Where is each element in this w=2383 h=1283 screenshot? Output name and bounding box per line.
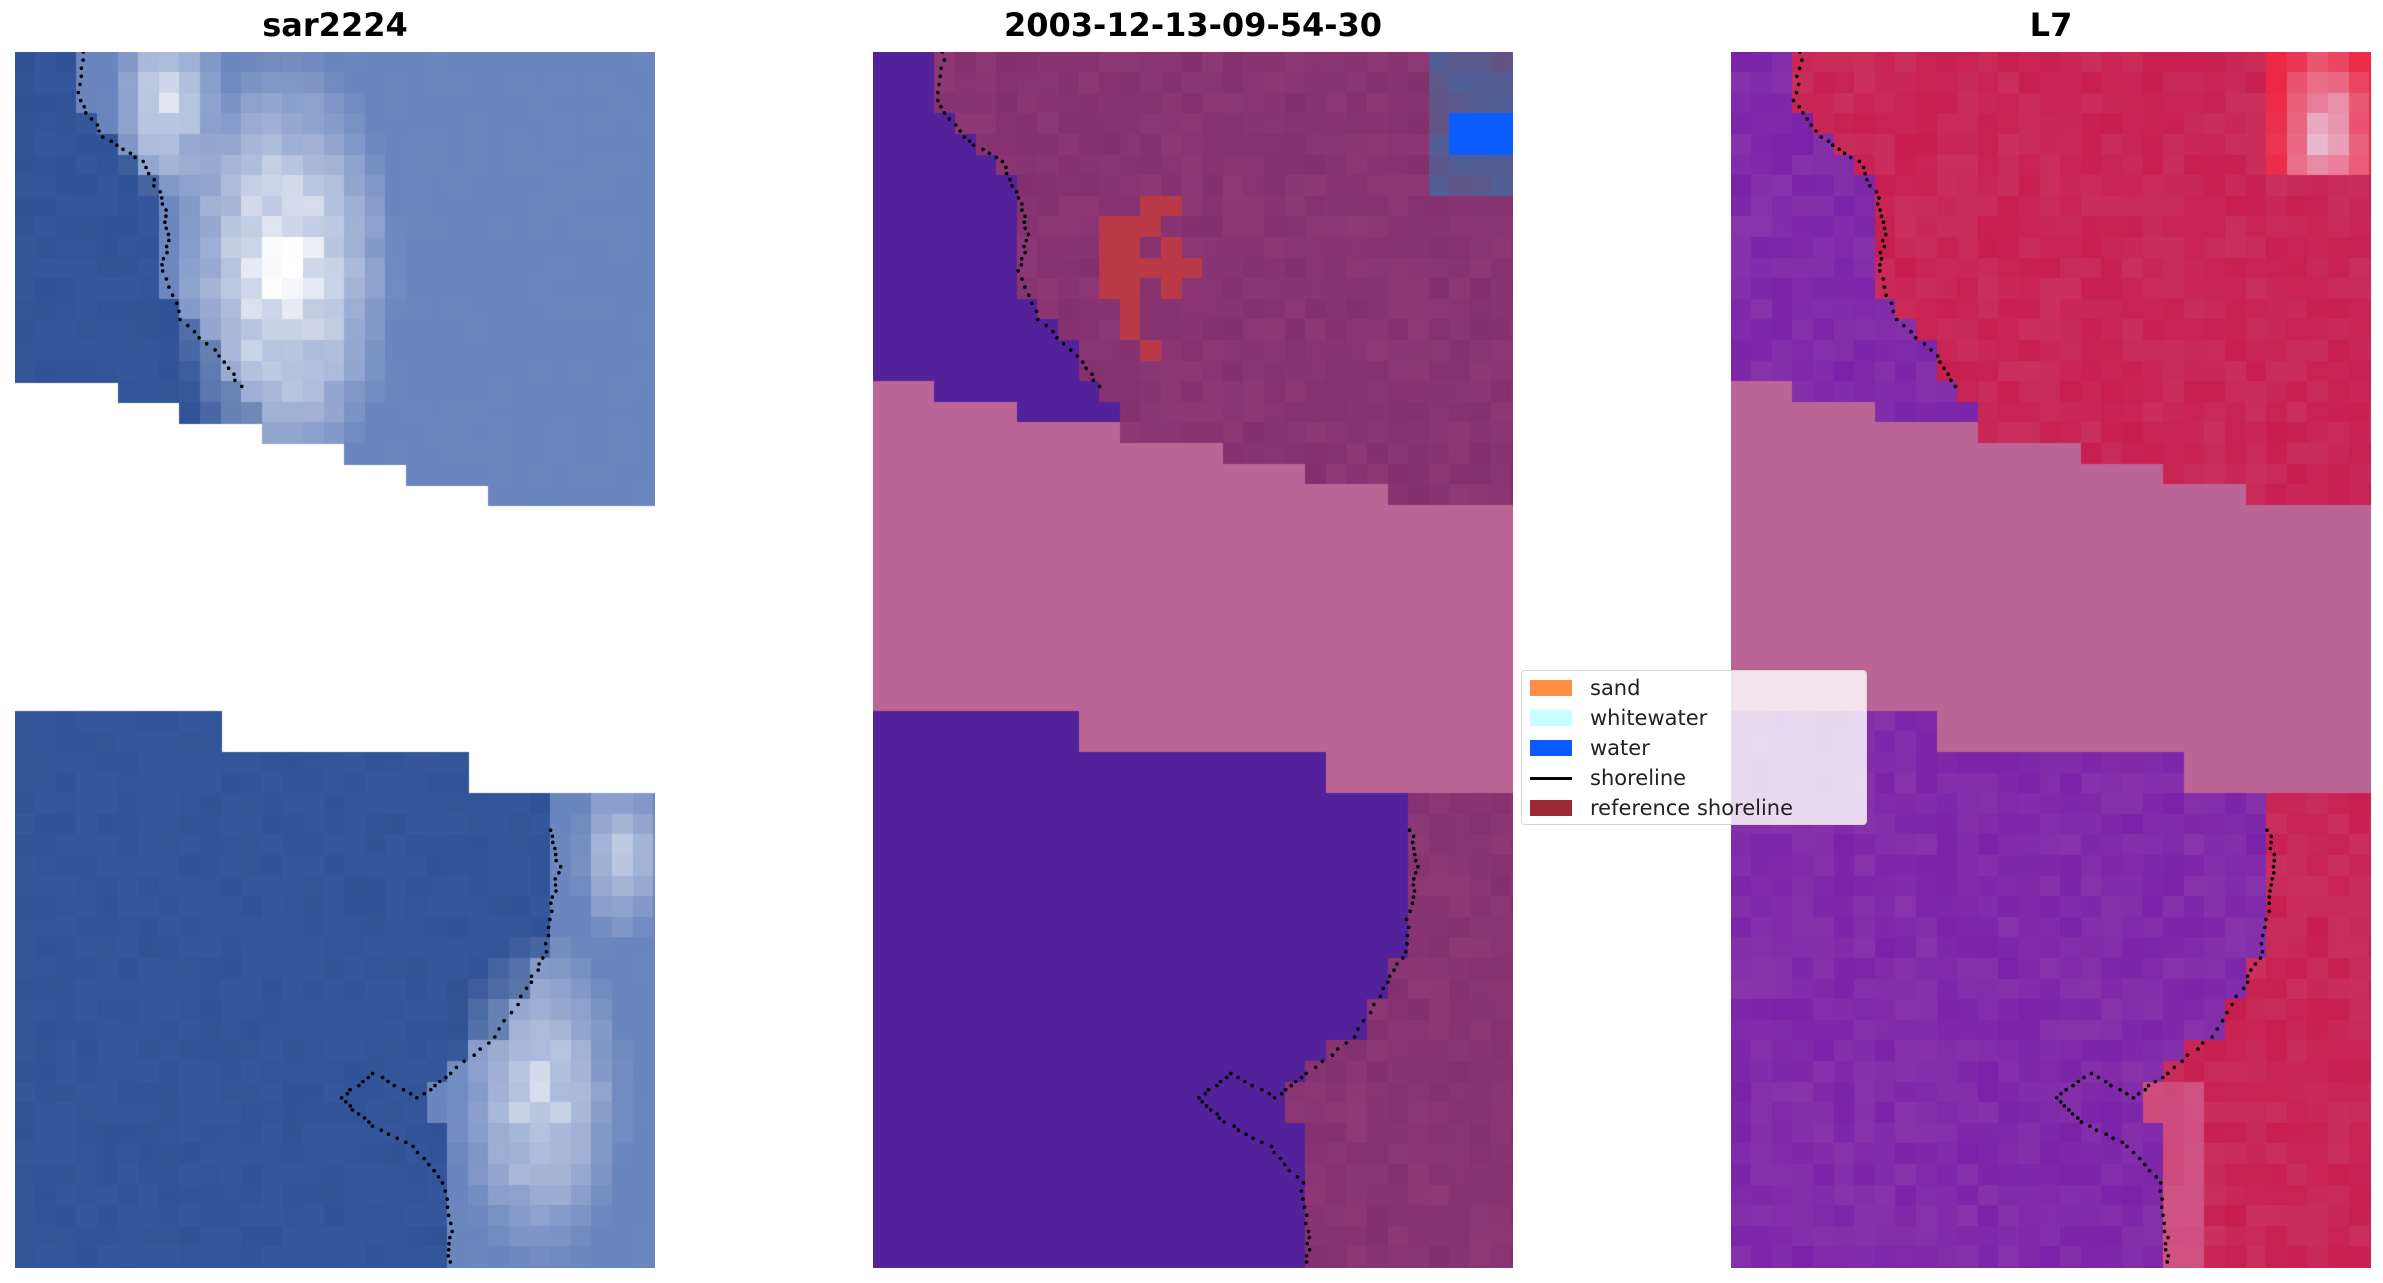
water-index-canvas <box>1731 52 2371 1268</box>
legend-line-shoreline <box>1530 776 1572 780</box>
water-index-panel <box>1731 52 2371 1268</box>
legend-label-sand: sand <box>1590 676 1641 700</box>
panel-title-sar2224: sar2224 <box>262 6 408 44</box>
legend-label-reference-shoreline: reference shoreline <box>1590 796 1794 820</box>
classified-image-canvas <box>873 52 1513 1268</box>
legend-label-water: water <box>1590 736 1650 760</box>
legend-label-whitewater: whitewater <box>1590 706 1708 730</box>
rgb-image-canvas <box>15 52 655 1268</box>
panel-title-l7: L7 <box>2029 6 2073 44</box>
legend-item-sand: sand <box>1530 673 1640 703</box>
legend-item-whitewater: whitewater <box>1530 703 1707 733</box>
legend-swatch-water <box>1530 740 1572 756</box>
legend-item-reference-shoreline: reference shoreline <box>1530 793 1793 823</box>
legend-swatch-reference-shoreline <box>1530 800 1572 816</box>
legend-item-water: water <box>1530 733 1650 763</box>
legend-swatch-sand <box>1530 680 1572 696</box>
panel-title-date: 2003-12-13-09-54-30 <box>1003 6 1383 44</box>
legend-label-shoreline: shoreline <box>1590 766 1687 790</box>
rgb-image-panel <box>15 52 655 1268</box>
legend-item-shoreline: shoreline <box>1530 763 1686 793</box>
legend: sand whitewater water shoreline referenc… <box>1521 670 1867 825</box>
legend-swatch-whitewater <box>1530 710 1572 726</box>
classified-image-panel <box>873 52 1513 1268</box>
